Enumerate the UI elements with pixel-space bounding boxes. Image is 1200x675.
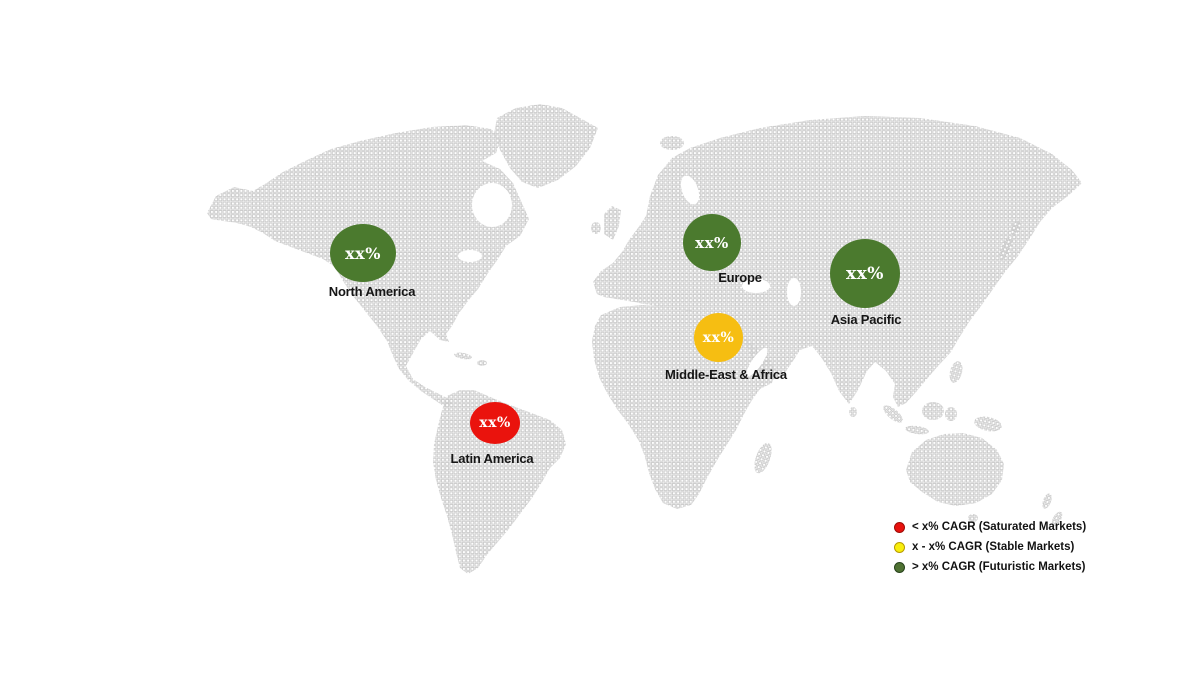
region-value: xx% [345,243,381,263]
caspian-sea [787,278,801,306]
red-sea [746,347,768,377]
great-lakes [458,250,482,262]
island-sulawesi [945,407,957,421]
region-value: xx% [479,415,511,431]
region-bubble-north-america: xx% [330,224,396,282]
region-bubble-latin-america: xx% [470,402,520,444]
island-new-guinea [974,416,1002,432]
continent-australia [906,433,1004,506]
island-hispaniola [477,360,487,366]
legend-label-futuristic: > x% CAGR (Futuristic Markets) [912,561,1086,573]
island-madagascar [754,442,772,474]
island-borneo [922,402,944,420]
region-label-latin-america: Latin America [450,451,534,466]
cagr-legend: < x% CAGR (Saturated Markets) x - x% CAG… [894,521,1086,573]
hudson-bay [472,183,512,227]
island-new-zealand-south [1051,511,1063,527]
island-greenland [494,104,598,188]
legend-dot-stable [894,541,905,553]
legend-dot-futuristic [894,561,905,573]
region-bubble-middle-east-africa: xx% [694,313,743,362]
region-label-north-america: North America [328,284,416,299]
region-label-middle-east-africa: Middle-East & Africa [665,367,787,382]
island-philippines [949,361,963,383]
legend-label-stable: x - x% CAGR (Stable Markets) [912,541,1075,553]
island-tasmania [968,514,978,522]
region-label-asia-pacific: Asia Pacific [830,312,902,327]
region-bubble-europe: xx% [683,214,741,271]
legend-dot-saturated [894,521,905,533]
region-value: xx% [695,233,729,252]
island-cuba [454,352,472,360]
black-sea [742,279,770,293]
region-label-europe: Europe [718,270,762,285]
region-bubble-asia-pacific: xx% [830,239,900,308]
island-new-zealand-north [1042,493,1052,509]
island-sri-lanka [849,407,857,417]
legend-label-saturated: < x% CAGR (Saturated Markets) [912,521,1087,533]
island-japan-north [1011,220,1021,236]
legend-row-futuristic: > x% CAGR (Futuristic Markets) [894,561,1086,573]
island-java [905,425,929,435]
region-value: xx% [702,329,735,346]
baltic-sea [680,175,700,205]
island-britain [604,206,621,240]
region-value: xx% [846,263,884,284]
island-ireland [591,222,601,234]
island-iceland [660,136,684,150]
legend-row-stable: x - x% CAGR (Stable Markets) [894,541,1086,553]
island-sumatra [883,405,903,423]
legend-row-saturated: < x% CAGR (Saturated Markets) [894,521,1086,533]
sea-cutouts [458,175,801,377]
island-japan-south [999,236,1013,260]
continent-south-america [433,390,566,574]
